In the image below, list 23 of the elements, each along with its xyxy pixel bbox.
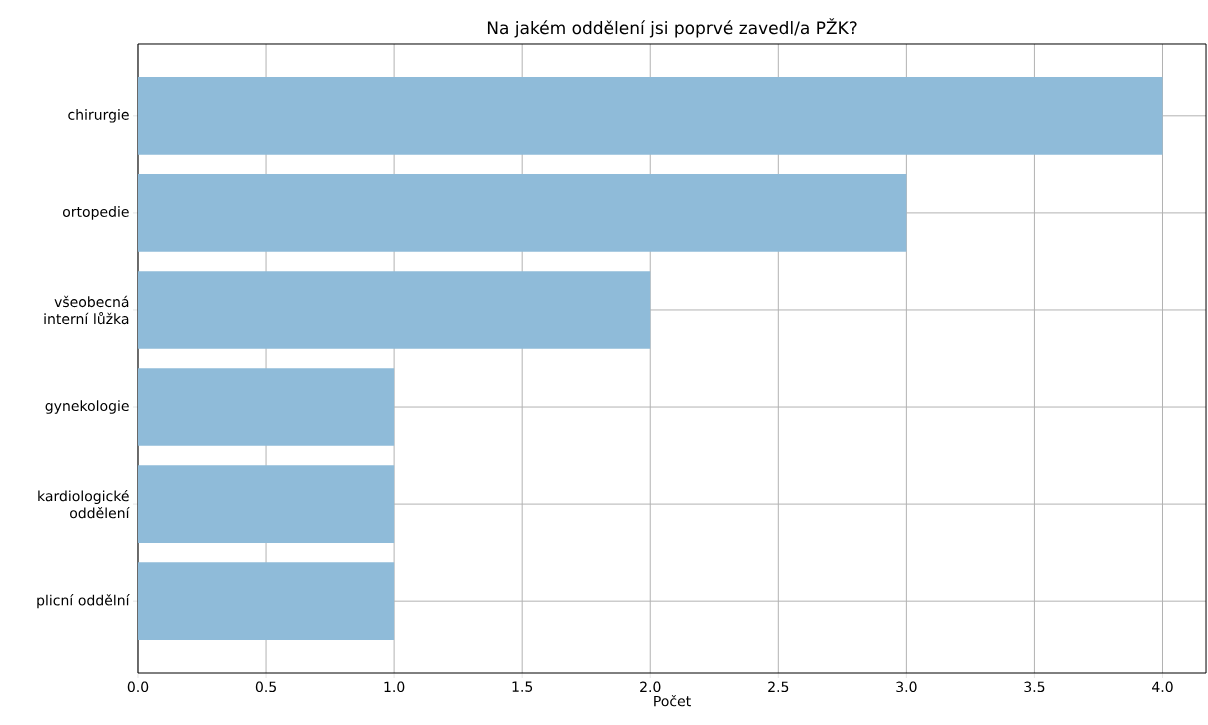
x-tick-label: 4.0 [1152, 681, 1173, 693]
bar [138, 174, 907, 252]
x-tick-label: 2.5 [768, 681, 789, 693]
x-tick-label: 3.5 [1024, 681, 1045, 693]
bar [138, 562, 395, 640]
y-tick-label: plicní oddělní [37, 594, 130, 609]
x-tick-label: 0.0 [127, 681, 149, 693]
y-tick-label: chirurgie [68, 109, 129, 123]
x-tick-label: 3.0 [896, 681, 917, 693]
y-tick-label: kardiologické oddělení [38, 489, 130, 519]
x-tick-label: 1.0 [384, 681, 405, 693]
bar [138, 77, 1163, 155]
x-axis-title: Počet [654, 694, 691, 707]
y-tick-label: všeobecná interní lůžka [44, 295, 129, 325]
y-tick-label: ortopedie [62, 206, 129, 220]
bar [138, 465, 395, 543]
x-tick-label: 0.5 [255, 681, 276, 693]
x-tick-label: 2.0 [640, 681, 661, 693]
chart-title: Na jakém oddělení jsi poprvé zavedl/a PŽK? [487, 18, 857, 38]
bar [138, 271, 651, 349]
x-tick-label: 1.5 [512, 681, 533, 692]
bar [138, 368, 395, 446]
y-tick-label: gynekologie [45, 400, 129, 414]
